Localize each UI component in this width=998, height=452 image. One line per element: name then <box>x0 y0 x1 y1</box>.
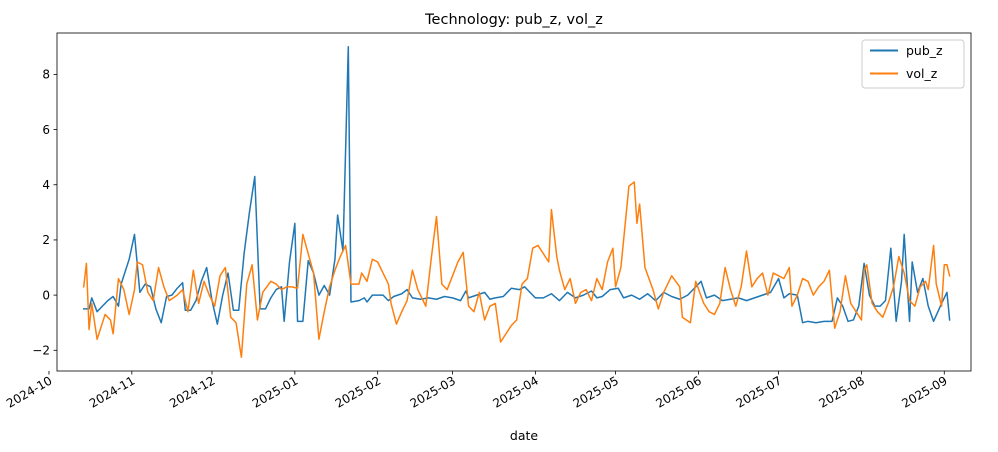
x-tick-label: 2025-05 <box>571 373 621 410</box>
x-tick-label: 2025-08 <box>817 373 867 410</box>
legend-box <box>861 39 965 89</box>
chart-title: Technology: pub_z, vol_z <box>424 12 603 28</box>
y-axis: −2 0 2 4 6 8 <box>32 68 57 358</box>
x-tick-label: 2025-06 <box>653 373 703 410</box>
y-tick-label: 4 <box>42 178 50 192</box>
x-tick-label: 2024-10 <box>4 373 54 410</box>
y-tick-label: 6 <box>42 123 50 137</box>
y-tick-label: 0 <box>42 288 50 302</box>
x-axis-label: date <box>510 428 538 443</box>
plot-area <box>56 32 972 372</box>
x-tick-label: 2025-04 <box>490 373 540 410</box>
x-tick-label: 2024-12 <box>167 373 217 410</box>
series-line-pub-z <box>82 46 951 325</box>
x-tick-label: 2025-09 <box>899 373 949 410</box>
series-line-vol-z <box>82 181 951 358</box>
x-tick-label: 2025-02 <box>333 373 383 410</box>
legend-label-vol-z: vol_z <box>906 66 938 81</box>
legend-label-pub-z: pub_z <box>906 43 943 58</box>
x-tick-label: 2025-07 <box>734 373 784 410</box>
x-tick-label: 2025-03 <box>408 373 458 410</box>
x-tick-label: 2025-01 <box>250 373 300 410</box>
x-tick-label: 2024-11 <box>87 373 137 410</box>
y-tick-label: −2 <box>32 344 50 358</box>
x-axis: 2024-10 2024-11 2024-12 2025-01 2025-02 2025-… <box>4 371 950 411</box>
y-tick-label: 8 <box>42 68 50 82</box>
y-tick-label: 2 <box>42 233 50 247</box>
legend: pub_z vol_z <box>861 39 965 89</box>
series-layer <box>82 46 951 358</box>
